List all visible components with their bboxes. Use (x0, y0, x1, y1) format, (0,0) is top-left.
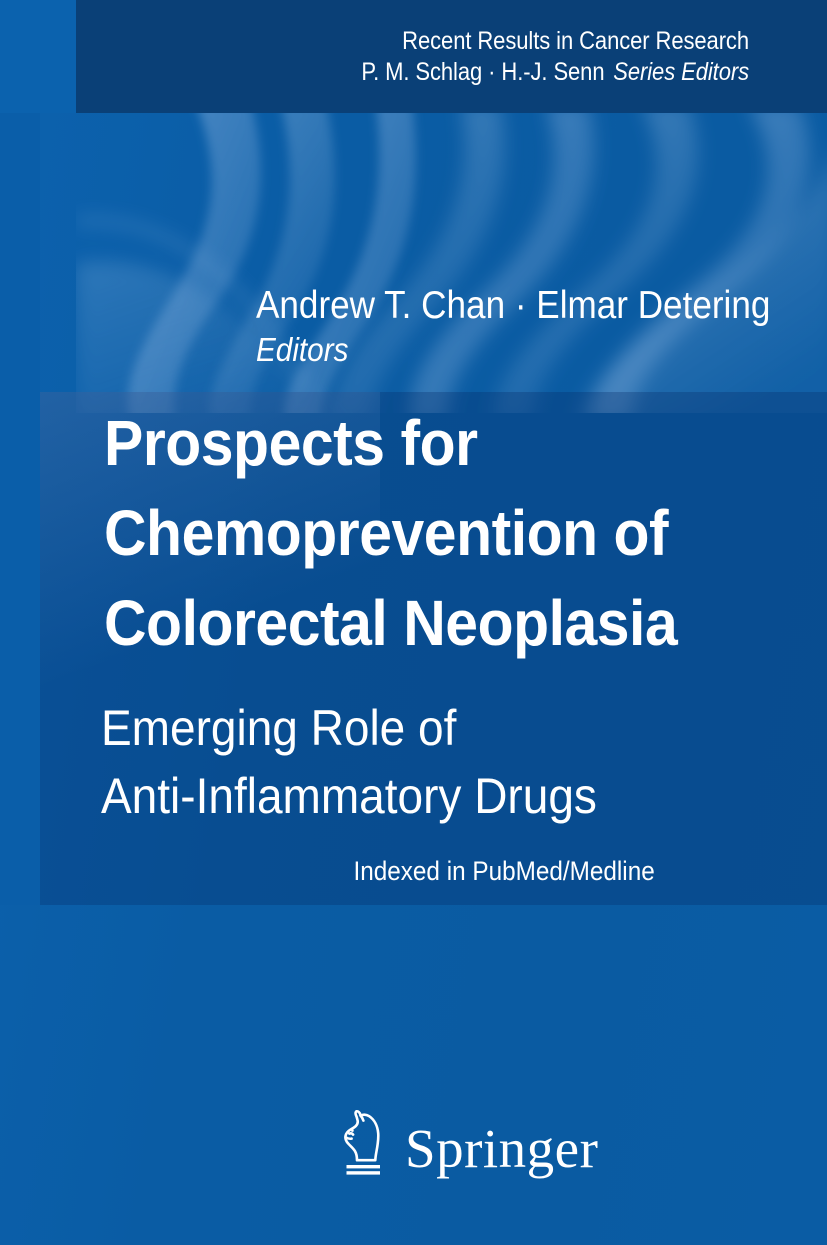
title-overlay-panel (40, 392, 827, 905)
left-edge-strip-top (0, 0, 76, 113)
book-title-block: Prospects for Chemoprevention of Colorec… (104, 398, 787, 668)
publisher-name: Springer (405, 1118, 599, 1179)
title-line-1: Prospects for (104, 407, 478, 479)
editor-names: Andrew T. Chan · Elmar Detering (256, 284, 771, 327)
editor-role-label: Editors (256, 331, 349, 368)
book-title: Prospects for Chemoprevention of Colorec… (104, 398, 732, 668)
springer-knight-icon (344, 1109, 380, 1175)
series-header-band: Recent Results in Cancer Research P. M. … (76, 0, 827, 113)
book-subtitle: Emerging Role of Anti-Inflammatory Drugs (101, 694, 732, 830)
left-edge-strip-lower (0, 113, 40, 905)
series-editors-line: P. M. Schlag · H.-J. Senn Series Editors (157, 56, 749, 88)
title-line-3: Colorectal Neoplasia (104, 587, 678, 659)
publisher-logo: Springer (335, 1108, 598, 1182)
wave-artwork (76, 113, 827, 413)
title-line-2: Chemoprevention of (104, 497, 669, 569)
book-subtitle-block: Emerging Role of Anti-Inflammatory Drugs (101, 694, 787, 830)
series-editors-role: Series Editors (613, 58, 749, 86)
editors-block: Andrew T. Chan · Elmar Detering Editors (256, 283, 787, 371)
indexed-note: Indexed in PubMed/Medline (353, 856, 655, 886)
series-title: Recent Results in Cancer Research (402, 27, 749, 55)
subtitle-line-1: Emerging Role of (101, 700, 457, 756)
series-editors-names: P. M. Schlag · H.-J. Senn (361, 58, 605, 86)
subtitle-line-2: Anti-Inflammatory Drugs (101, 768, 597, 824)
